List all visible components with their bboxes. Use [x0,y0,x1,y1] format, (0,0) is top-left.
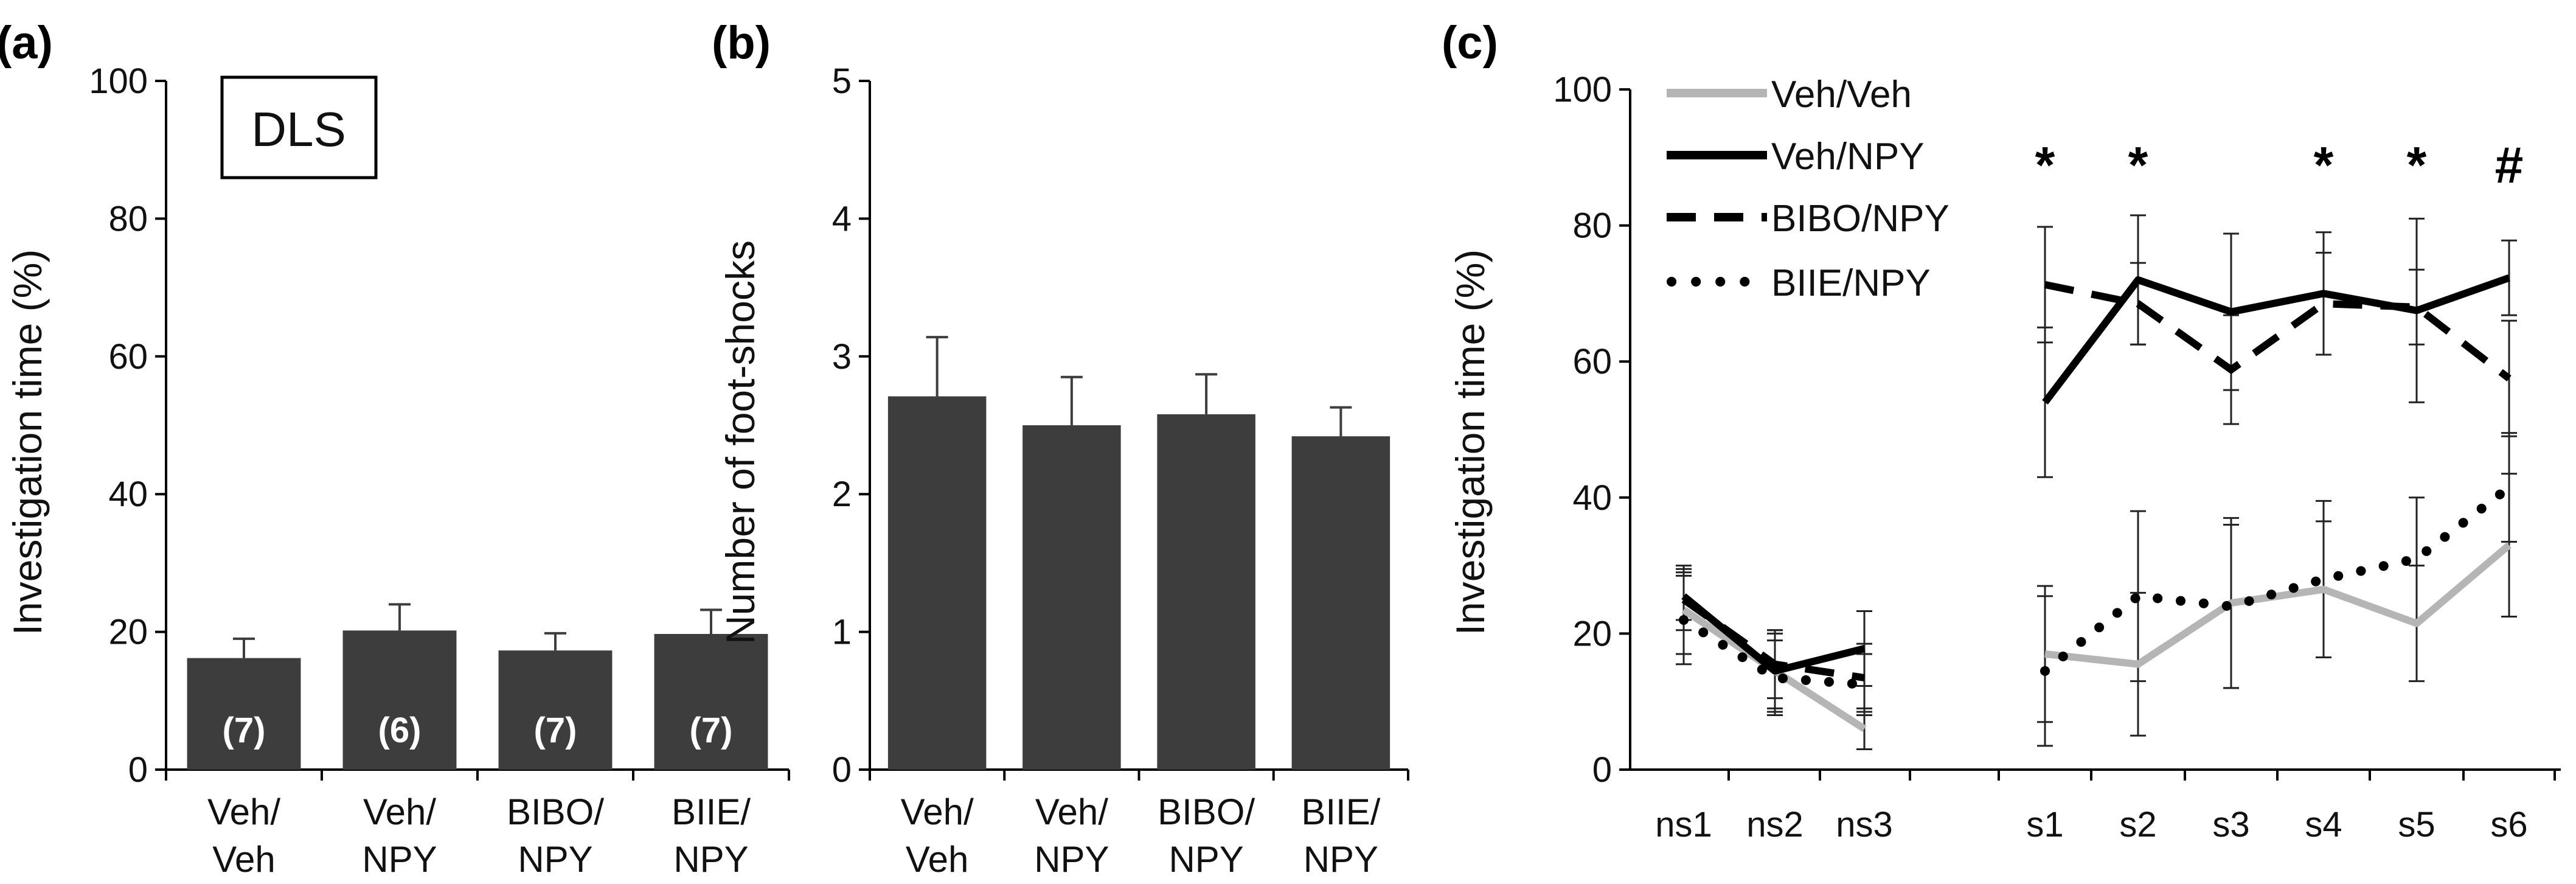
panel-a-chart: DLS Investigation time (%) 0 20 40 60 80 100 (… [5,61,790,880]
x-tick-label: Veh [906,839,968,880]
x-tick-label: NPY [673,839,748,880]
y-tick-label: 20 [108,613,148,652]
bar [1022,425,1121,770]
y-tick-label: 1 [832,613,852,652]
ylabel: Investigation time (%) [5,249,50,636]
x-tick-label: ns1 [1655,805,1712,844]
y-tick-label: 40 [108,475,148,514]
y-tick-label: 100 [89,61,148,101]
x-tick-label: BIIE/ [1301,792,1380,832]
x-tick-label: Veh [212,839,275,880]
bar-label: (6) [378,711,422,750]
series-line-biie-npy [2040,482,2514,676]
panel-b-label: (b) [712,17,771,69]
significance-marker: * [2035,136,2055,193]
x-tick-label: NPY [518,839,592,880]
y-tick-label: 0 [128,750,148,790]
x-tick-label: Veh/ [207,792,280,832]
significance-marker: * [2314,136,2334,193]
x-tick-label: Veh/ [1035,792,1108,832]
legend: Veh/Veh Veh/NPY BIBO/NPY BIIE/NPY [1667,74,1949,304]
x-tick-label: s3 [2212,805,2249,844]
x-tick-label: s2 [2119,805,2156,844]
ylabel: Number of foot-shocks [718,240,763,644]
x-tick-label: Veh/ [901,792,974,832]
series-line-bibo-npy [1681,596,1865,682]
panel-b-chart: Number of foot-shocks 0 1 2 3 4 5 Veh/Veh Veh/N… [718,61,1409,880]
bar [654,633,768,770]
series-line-veh-veh [2044,542,2512,668]
y-tick-label: 0 [1592,750,1612,790]
bar [342,630,457,770]
x-tick-label: s4 [2305,805,2342,844]
y-tick-label: 0 [832,750,852,790]
dls-label-box [220,75,378,179]
bar [887,396,987,770]
x-tick-label: s6 [2490,805,2527,844]
y-tick-label: 2 [832,475,852,514]
panel-c-chart: Investigation time (%) 0 20 40 60 80 100 ns1 ns… [1448,70,2561,844]
y-tick-label: 60 [1572,342,1612,381]
x-tick-label: BIBO/ [507,792,604,832]
legend-label-veh-npy: Veh/NPY [1771,136,1925,178]
bar [1157,414,1255,770]
x-tick-label: s1 [2026,805,2063,844]
x-tick-label: NPY [1304,839,1378,880]
bar-label: (7) [534,711,577,750]
significance-marker: * [2128,136,2148,193]
y-tick-label: 3 [832,337,852,377]
dls-label: DLS [251,102,346,156]
panel-c-label: (c) [1442,17,1498,69]
panel-a-label: (a) [0,17,53,69]
x-tick-label: ns3 [1836,805,1893,844]
x-tick-label: NPY [1034,839,1109,880]
y-tick-label: 20 [1572,614,1612,653]
legend-label-bibo-npy: BIBO/NPY [1771,198,1949,240]
x-tick-label: Veh/ [363,792,436,832]
significance-marker: * [2407,136,2427,193]
bar-label: (7) [690,711,733,750]
y-tick-label: 40 [1572,478,1612,518]
series-line-bibo-npy [2044,280,2512,381]
legend-label-biie-npy: BIIE/NPY [1771,262,1931,304]
bar [187,658,301,770]
legend-label-veh-veh: Veh/Veh [1771,74,1912,116]
y-tick-label: 100 [1553,70,1612,110]
y-tick-label: 5 [832,61,852,101]
bar [1291,436,1390,770]
x-tick-label: NPY [362,839,437,880]
y-tick-label: 60 [108,337,148,377]
series-line-veh-npy [1681,593,1866,675]
x-tick-label: ns2 [1746,805,1804,844]
x-tick-label: NPY [1168,839,1243,880]
y-tick-label: 80 [1572,206,1612,246]
ylabel: Investigation time (%) [1448,249,1493,636]
bar-label: (7) [223,711,266,750]
series-line-veh-npy [2042,274,2510,405]
bar [498,650,613,770]
y-tick-label: 80 [108,199,148,238]
x-tick-label: s5 [2398,805,2435,844]
x-tick-label: BIIE/ [672,792,751,832]
x-tick-label: BIBO/ [1158,792,1255,832]
significance-marker: # [2495,136,2524,193]
y-tick-label: 4 [832,199,852,238]
